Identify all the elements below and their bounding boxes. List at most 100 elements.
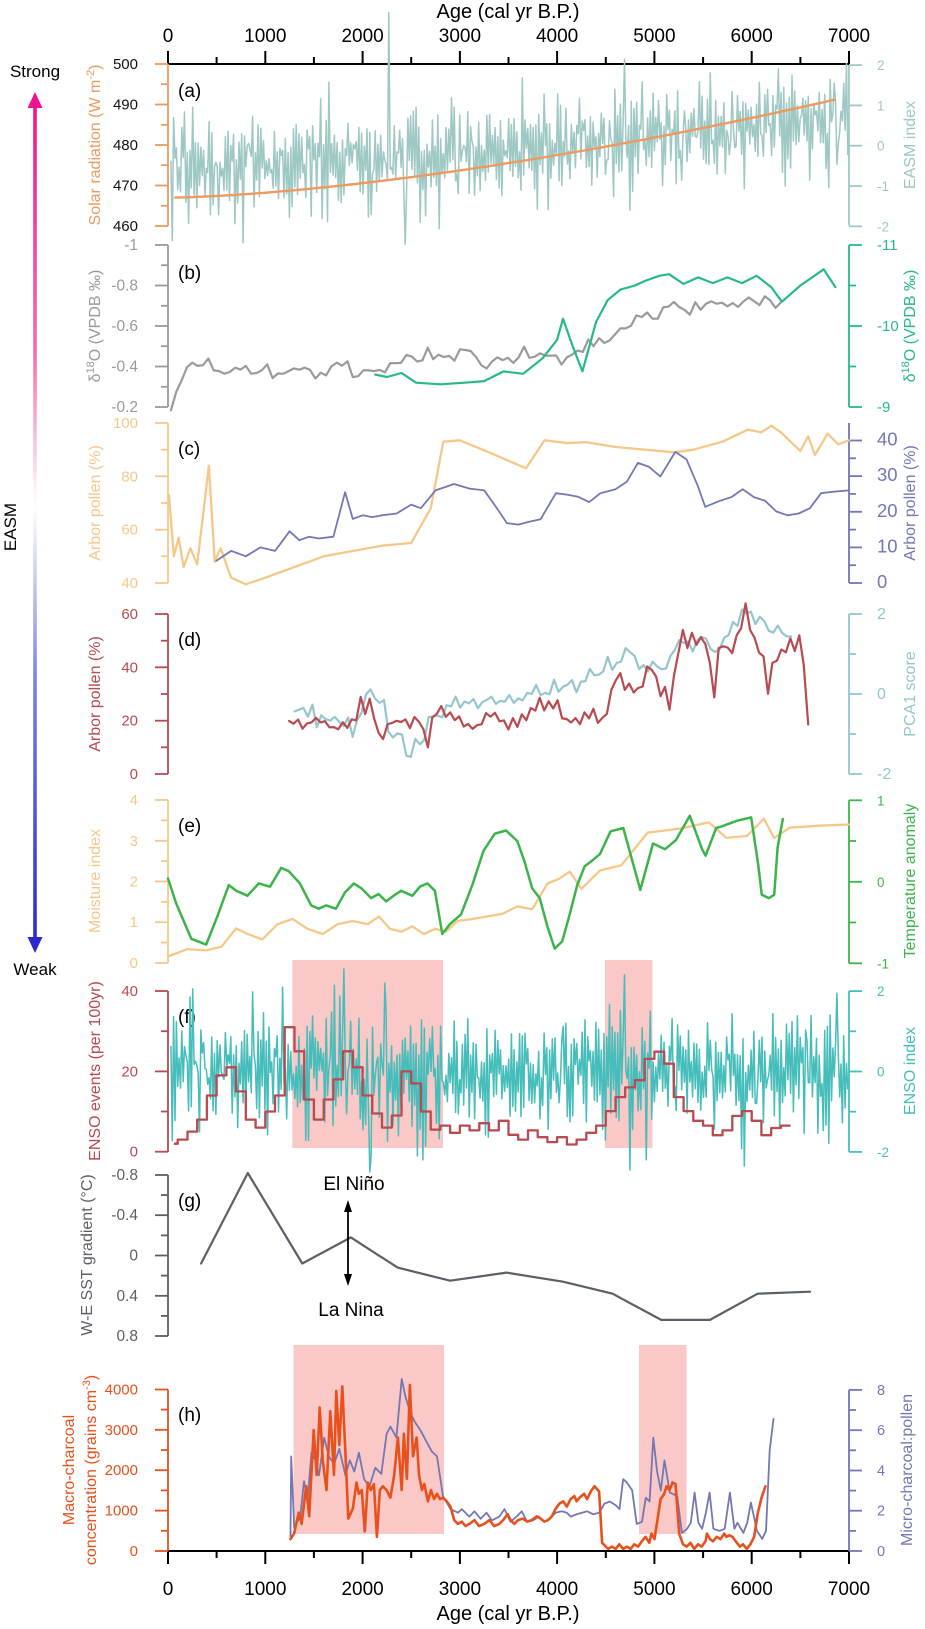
- svg-text:2000: 2000: [105, 1462, 138, 1479]
- svg-text:(h): (h): [178, 1405, 201, 1426]
- svg-text:460: 460: [113, 218, 138, 235]
- svg-text:(b): (b): [178, 263, 201, 284]
- svg-text:30: 30: [877, 464, 898, 485]
- svg-text:-0.8: -0.8: [111, 278, 138, 295]
- svg-text:4000: 4000: [536, 1579, 578, 1600]
- svg-text:0: 0: [163, 26, 174, 47]
- svg-text:0: 0: [877, 571, 887, 592]
- svg-text:1: 1: [877, 793, 885, 808]
- svg-text:4000: 4000: [105, 1382, 138, 1399]
- svg-text:2: 2: [877, 1504, 885, 1520]
- svg-text:-0.6: -0.6: [111, 318, 138, 335]
- svg-text:0.4: 0.4: [116, 1288, 138, 1305]
- svg-text:Strong: Strong: [10, 62, 60, 81]
- svg-text:2: 2: [877, 984, 885, 999]
- svg-text:0: 0: [130, 955, 138, 972]
- svg-text:1: 1: [130, 914, 138, 931]
- svg-text:6: 6: [877, 1423, 885, 1439]
- svg-text:2000: 2000: [341, 1579, 383, 1600]
- svg-text:500: 500: [113, 56, 138, 73]
- svg-text:40: 40: [877, 429, 898, 450]
- svg-text:(d): (d): [178, 630, 201, 651]
- svg-text:0.8: 0.8: [116, 1328, 138, 1345]
- svg-text:0: 0: [877, 1544, 885, 1560]
- svg-text:(a): (a): [178, 81, 201, 102]
- svg-text:δ18O (VPDB ‰): δ18O (VPDB ‰): [85, 270, 104, 383]
- svg-text:0: 0: [877, 139, 885, 154]
- svg-text:5000: 5000: [633, 26, 675, 47]
- svg-text:2: 2: [877, 58, 885, 73]
- svg-text:0: 0: [877, 875, 885, 890]
- svg-text:3000: 3000: [439, 26, 481, 47]
- svg-text:100: 100: [113, 415, 138, 432]
- svg-text:-11: -11: [877, 237, 898, 254]
- svg-text:3000: 3000: [105, 1422, 138, 1439]
- svg-text:-0.4: -0.4: [111, 1207, 138, 1224]
- svg-text:-2: -2: [877, 766, 891, 783]
- svg-text:-0.2: -0.2: [111, 399, 138, 416]
- svg-text:480: 480: [113, 137, 138, 154]
- svg-text:Arbor pollen (%): Arbor pollen (%): [902, 445, 919, 561]
- svg-text:60: 60: [121, 522, 138, 539]
- svg-text:Moisture index: Moisture index: [87, 829, 104, 933]
- svg-text:20: 20: [121, 713, 138, 730]
- svg-text:2: 2: [877, 606, 886, 623]
- svg-text:1000: 1000: [244, 1579, 286, 1600]
- svg-text:0: 0: [163, 1579, 174, 1600]
- svg-text:0: 0: [130, 766, 138, 783]
- svg-text:(g): (g): [178, 1191, 201, 1212]
- svg-text:Macro-charcoal: Macro-charcoal: [61, 1415, 78, 1525]
- svg-text:8: 8: [877, 1383, 885, 1399]
- svg-text:7000: 7000: [828, 1579, 870, 1600]
- svg-text:6000: 6000: [731, 1579, 773, 1600]
- svg-text:40: 40: [121, 575, 138, 592]
- svg-text:40: 40: [121, 659, 138, 676]
- svg-text:0: 0: [877, 686, 886, 703]
- svg-text:Arbor pollen (%): Arbor pollen (%): [87, 445, 104, 561]
- svg-text:-9: -9: [877, 399, 890, 416]
- svg-text:Temperature anomaly: Temperature anomaly: [902, 804, 919, 959]
- svg-text:(e): (e): [178, 816, 201, 837]
- svg-text:-1: -1: [124, 237, 138, 254]
- svg-text:20: 20: [121, 1063, 138, 1080]
- svg-text:2: 2: [130, 874, 138, 891]
- svg-text:Age (cal yr B.P.): Age (cal yr B.P.): [436, 1, 579, 23]
- svg-text:40: 40: [121, 983, 138, 1000]
- svg-text:4000: 4000: [536, 26, 578, 47]
- svg-text:ENSO events (per 100yr): ENSO events (per 100yr): [87, 981, 104, 1161]
- svg-text:-10: -10: [877, 318, 899, 335]
- svg-text:1000: 1000: [105, 1503, 138, 1520]
- svg-text:0: 0: [130, 1144, 138, 1161]
- svg-text:80: 80: [121, 468, 138, 485]
- svg-text:6000: 6000: [731, 26, 773, 47]
- svg-text:0: 0: [129, 1248, 138, 1265]
- svg-text:470: 470: [113, 178, 138, 195]
- svg-text:-1: -1: [877, 956, 889, 971]
- svg-text:20: 20: [877, 500, 898, 521]
- svg-text:PCA1 score: PCA1 score: [902, 651, 919, 736]
- svg-text:W-E SST gradient (°C): W-E SST gradient (°C): [79, 1174, 96, 1335]
- svg-text:7000: 7000: [828, 26, 870, 47]
- svg-text:3000: 3000: [439, 1579, 481, 1600]
- svg-text:concentration (grains cm-3): concentration (grains cm-3): [81, 1375, 100, 1565]
- svg-text:3: 3: [130, 833, 138, 850]
- svg-text:1: 1: [877, 98, 885, 113]
- svg-text:2000: 2000: [341, 26, 383, 47]
- svg-text:0: 0: [877, 1065, 885, 1080]
- svg-text:-0.4: -0.4: [111, 359, 138, 376]
- svg-text:(f): (f): [178, 1007, 196, 1028]
- svg-text:0: 0: [130, 1543, 138, 1560]
- svg-text:EASM: EASM: [1, 503, 20, 551]
- svg-text:Solar radiation (W m-2): Solar radiation (W m-2): [85, 65, 104, 226]
- svg-text:-2: -2: [877, 219, 889, 234]
- svg-text:-1: -1: [877, 179, 889, 194]
- svg-text:-0.8: -0.8: [111, 1167, 138, 1184]
- svg-text:La Nina: La Nina: [318, 1300, 384, 1321]
- svg-text:1000: 1000: [244, 26, 286, 47]
- svg-text:(c): (c): [178, 439, 200, 460]
- svg-text:-2: -2: [877, 1145, 889, 1160]
- svg-text:ENSO index: ENSO index: [902, 1027, 919, 1115]
- svg-text:Arbor pollen (%): Arbor pollen (%): [87, 636, 104, 752]
- svg-text:4: 4: [877, 1464, 885, 1480]
- svg-text:10: 10: [877, 535, 898, 556]
